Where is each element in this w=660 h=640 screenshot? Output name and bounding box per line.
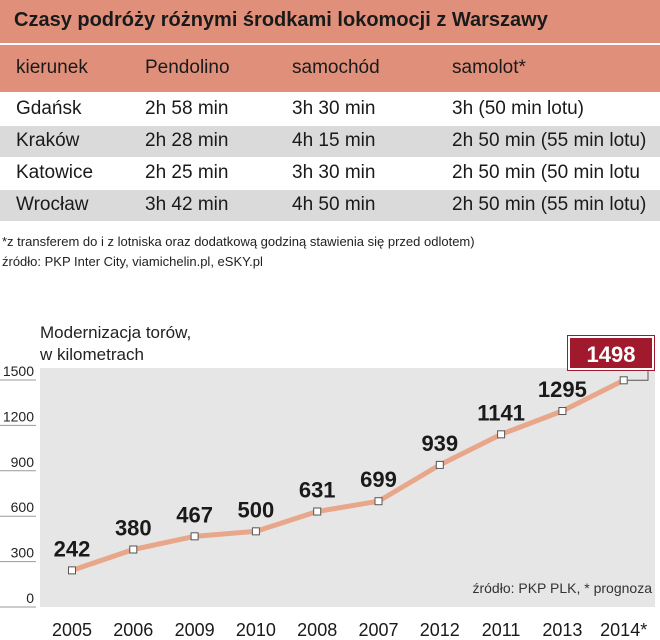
data-point [435, 460, 444, 469]
chart-title-line-2: w kilometrach [40, 345, 144, 364]
data-label: 1141 [477, 400, 525, 425]
x-tick-label: 2011 [482, 620, 521, 640]
table-cell: 3h 30 min [292, 162, 376, 183]
x-tick-label: 2006 [113, 620, 153, 640]
table-cell: Wrocław [16, 194, 89, 215]
header-samolot: samolot* [452, 57, 526, 78]
data-point [68, 566, 76, 575]
rail-modernization-chart: 0 300 600 900 1200 1500 242 2005 380 2006 467 2009 5… [0, 300, 660, 640]
data-point [190, 532, 199, 541]
table-cell: 2h 50 min (55 min lotu) [452, 194, 647, 215]
chart-source: źródło: PKP PLK, * prognoza [472, 580, 652, 596]
y-tick-label: 300 [11, 545, 35, 561]
data-label: 500 [238, 497, 275, 522]
chart-svg: 0 300 600 900 1200 1500 242 2005 380 2006 467 2009 5… [0, 363, 655, 640]
data-point [313, 507, 322, 516]
x-tick-label: 2012 [420, 620, 460, 640]
table-cell: Gdańsk [16, 98, 82, 119]
highlight-connector [627, 370, 649, 381]
table-cell: 3h 30 min [292, 98, 376, 119]
table-cell: 3h 42 min [145, 194, 229, 215]
x-tick-label: 2013 [542, 620, 582, 640]
x-tick-label: 2014* [600, 620, 647, 640]
table-cell: Katowice [16, 162, 94, 183]
y-tick-label: 1200 [3, 408, 34, 424]
data-label: 699 [360, 467, 397, 492]
table-cell: 2h 50 min (55 min lotu) [452, 130, 647, 151]
x-tick-label: 2005 [52, 620, 92, 640]
y-tick-label: 900 [11, 454, 35, 470]
series-line [69, 377, 627, 573]
x-tick-label: 2007 [358, 620, 398, 640]
header-pendolino: Pendolino [145, 57, 230, 78]
data-label: 1295 [538, 377, 587, 402]
y-tick-label: 600 [11, 499, 35, 515]
table-row: Wrocław 3h 42 min 4h 50 min 2h 50 min (5… [0, 190, 660, 221]
table-cell: 3h (50 min lotu) [452, 98, 585, 119]
data-label: 631 [299, 478, 336, 503]
table-source: źródło: PKP Inter City, viamichelin.pl, … [2, 254, 263, 269]
x-tick-label: 2008 [297, 620, 337, 640]
table-cell: 2h 28 min [145, 130, 229, 151]
plot-area [40, 368, 655, 607]
data-label: 467 [176, 502, 213, 527]
chart-title-line-1: Modernizacja torów, [40, 323, 192, 342]
x-tick-label: 2010 [236, 620, 276, 640]
data-label: 380 [115, 515, 152, 540]
data-label: 242 [54, 536, 91, 561]
highlight-value-badge: 1498 [567, 335, 655, 371]
table-cell: Kraków [16, 130, 80, 151]
data-point [129, 545, 138, 554]
table-cell: 2h 25 min [145, 162, 229, 183]
table-header-row: kierunek Pendolino samochód samolot* [0, 43, 660, 92]
header-samochod: samochód [292, 57, 380, 78]
data-point [374, 497, 383, 506]
data-point [558, 407, 567, 416]
y-tick-label: 0 [26, 590, 34, 606]
table-row: Katowice 2h 25 min 3h 30 min 2h 50 min (… [0, 158, 660, 189]
table-cell: 4h 15 min [292, 130, 376, 151]
data-point [497, 430, 506, 439]
chart-title: Modernizacja torów, w kilometrach [40, 322, 191, 366]
table-row: Kraków 2h 28 min 4h 15 min 2h 50 min (55… [0, 126, 660, 157]
x-tick-label: 2009 [175, 620, 215, 640]
table-cell: 4h 50 min [292, 194, 376, 215]
table-footnote: *z transferem do i z lotniska oraz dodat… [2, 234, 475, 249]
header-kierunek: kierunek [16, 57, 88, 78]
table-row: Gdańsk 2h 58 min 3h 30 min 3h (50 min lo… [0, 94, 660, 125]
data-point [251, 527, 260, 536]
y-tick-label: 1500 [3, 363, 34, 379]
table-title: Czasy podróży różnymi środkami lokomocji… [0, 0, 660, 43]
table-cell: 2h 50 min (50 min lotu [452, 162, 640, 183]
table-cell: 2h 58 min [145, 98, 229, 119]
data-label: 939 [421, 431, 458, 456]
data-point [619, 376, 628, 385]
